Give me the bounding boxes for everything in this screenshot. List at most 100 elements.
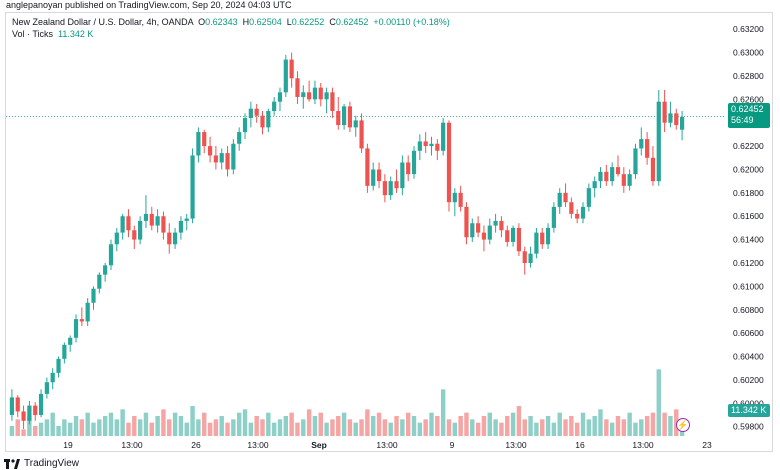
volume-bar [376, 412, 382, 436]
y-tick-label: 0.61400 [733, 235, 764, 245]
candle-body [207, 146, 213, 156]
candle-body [312, 87, 318, 100]
candle-body [260, 115, 265, 128]
volume-bar [615, 416, 621, 436]
candle-body [167, 232, 172, 245]
volume-bar [44, 419, 50, 436]
open-label: O [198, 17, 206, 27]
candle-body [242, 118, 248, 133]
tradingview-footer: TradingView [4, 458, 79, 469]
open-value: 0.62343 [205, 17, 238, 27]
x-tick-label: 13:00 [632, 440, 654, 450]
candle-body [219, 153, 224, 163]
candle-body [231, 143, 236, 170]
candle-body [627, 174, 632, 186]
y-tick-label: 0.61000 [733, 281, 764, 291]
volume-bar [516, 406, 522, 436]
candle-body [435, 143, 440, 151]
volume-bar [260, 419, 265, 436]
candle-body [394, 181, 399, 189]
candle-body [79, 319, 84, 322]
candle-body [330, 92, 335, 112]
volume-bar [487, 412, 492, 436]
volume-bar [569, 416, 574, 436]
x-tick-label: 13:00 [247, 440, 269, 450]
volume-bar [38, 422, 44, 436]
candle-body [476, 223, 481, 233]
volume-bar [196, 419, 201, 436]
volume-bar [423, 419, 428, 436]
volume-bar [254, 416, 259, 436]
volume-bar [505, 416, 510, 436]
volume-bar [161, 409, 166, 436]
volume-bar [627, 412, 632, 436]
volume-bar [33, 426, 38, 436]
candle-body [633, 148, 638, 175]
candle-body [97, 274, 102, 289]
volume-legend: Vol · Ticks 11.342 K [12, 29, 93, 39]
candle-body [481, 232, 487, 240]
candle-body [15, 397, 20, 412]
symbol-name: New Zealand Dollar / U.S. Dollar, 4h, OA… [12, 17, 194, 27]
volume-bar [336, 416, 341, 436]
volume-bar [190, 406, 195, 436]
volume-bar [21, 429, 26, 436]
candle-body [656, 101, 661, 182]
candle-body [272, 101, 277, 112]
volume-bar [289, 412, 294, 436]
volume-bar [231, 419, 236, 436]
volume-bar [353, 422, 358, 436]
volume-bar [126, 422, 131, 436]
candle-body [452, 192, 457, 203]
candle-body [114, 232, 119, 245]
volume-bar [382, 419, 388, 436]
x-tick-label: Sep [311, 440, 327, 450]
candle-body [551, 206, 556, 228]
volume-bar [534, 422, 539, 436]
y-tick-label: 0.60200 [733, 375, 764, 385]
volume-bar [563, 419, 568, 436]
candle-body [307, 92, 312, 100]
volume-bar [225, 422, 230, 436]
volume-bar [592, 416, 597, 436]
candle-body [248, 108, 253, 119]
candle-body [138, 220, 143, 240]
candle-body [178, 220, 184, 233]
candle-body [85, 302, 90, 322]
y-tick-label: 0.61200 [733, 258, 764, 268]
candle-body [639, 139, 644, 149]
volume-bar [400, 419, 405, 436]
volume-bar [85, 412, 90, 436]
candle-body [277, 92, 283, 102]
candle-body [493, 220, 498, 226]
ohlc-legend: New Zealand Dollar / U.S. Dollar, 4h, OA… [12, 17, 450, 27]
candle-body [411, 150, 417, 175]
candle-body [359, 120, 364, 149]
volume-bar [656, 369, 661, 436]
lightning-icon[interactable]: ⚡ [676, 418, 690, 432]
tradingview-logo-icon [4, 458, 20, 469]
volume-bar [27, 416, 32, 436]
volume-bar [312, 416, 318, 436]
candle-body [266, 111, 271, 128]
volume-bar [347, 419, 353, 436]
volume-bar [470, 419, 475, 436]
volume-bar [62, 419, 67, 436]
volume-bar [633, 422, 638, 436]
candle-body [237, 132, 242, 144]
volume-bar [662, 412, 667, 436]
change-value: +0.00110 (+0.18%) [373, 17, 450, 27]
volume-bar [545, 416, 551, 436]
volume-bar [574, 422, 580, 436]
volume-bar [510, 412, 516, 436]
y-tick-label: 0.61800 [733, 188, 764, 198]
candle-body [382, 181, 387, 196]
high-value: 0.62504 [249, 17, 282, 27]
candle-body [674, 113, 679, 126]
candle-body [499, 220, 504, 231]
candle-body [225, 153, 230, 170]
volume-bar [446, 419, 452, 436]
volume-bar [178, 416, 184, 436]
volume-bar [429, 412, 434, 436]
